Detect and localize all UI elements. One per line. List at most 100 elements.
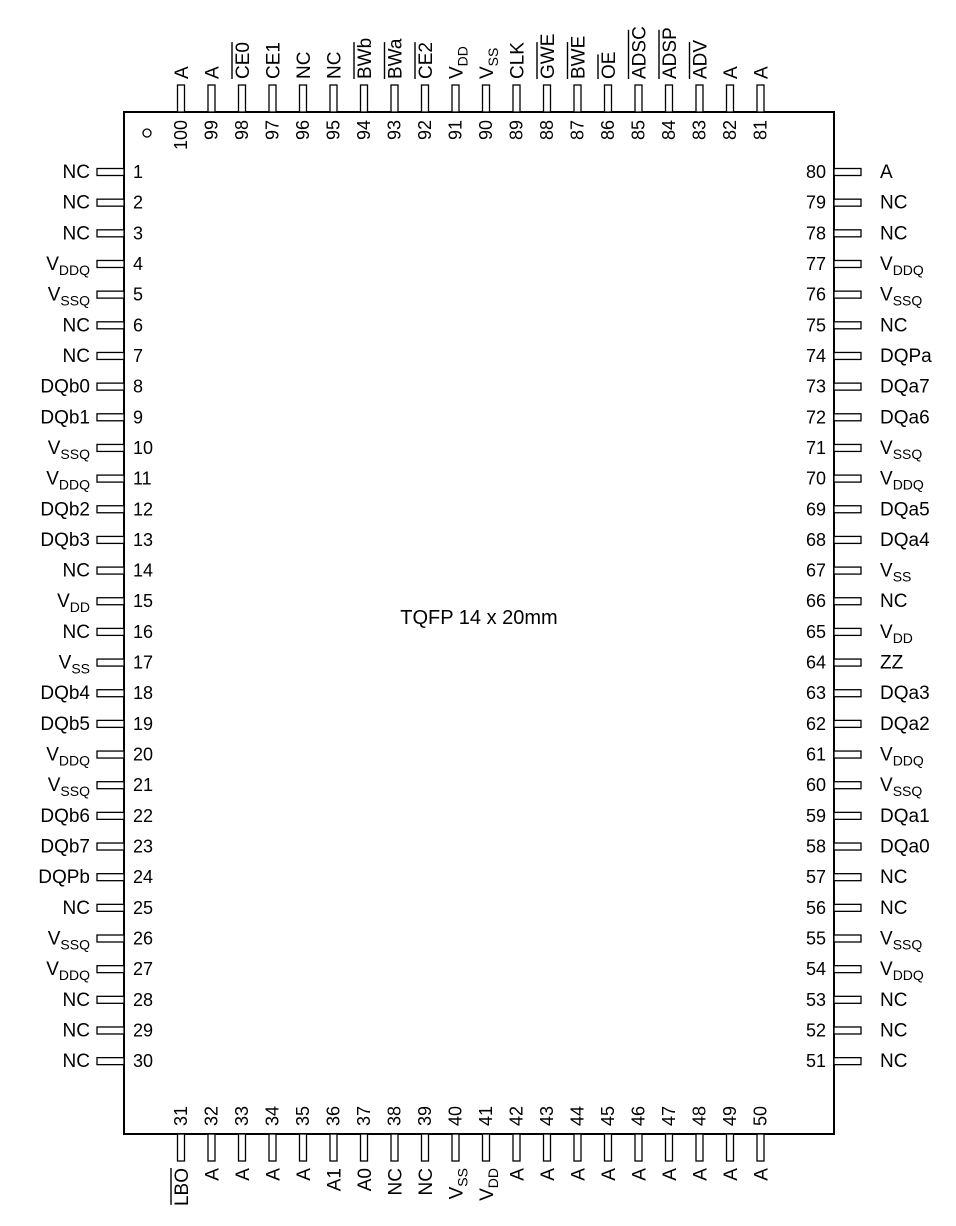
pin-number-100: 100 xyxy=(171,120,191,150)
pin-lead-66 xyxy=(833,597,862,606)
pin-number-12: 12 xyxy=(133,499,153,519)
pin-lead-6 xyxy=(96,321,125,330)
pin-label-92: CE2 xyxy=(416,42,437,79)
pin-lead-4 xyxy=(96,259,125,269)
pin-lead-68 xyxy=(833,535,862,545)
pin-number-63: 63 xyxy=(806,683,826,703)
pin-number-68: 68 xyxy=(806,530,826,550)
pin-lead-51 xyxy=(833,1056,862,1066)
package-body xyxy=(123,111,835,1135)
pin-label-9: DQb1 xyxy=(40,407,90,428)
pin-lead-91 xyxy=(451,84,460,113)
pin-label-93: BWa xyxy=(386,38,407,79)
pin-lead-29 xyxy=(96,1026,125,1035)
pin-lead-82 xyxy=(725,84,735,113)
pin-lead-34 xyxy=(268,1133,277,1162)
pin-lead-15 xyxy=(96,597,125,606)
pin-label-69: DQa5 xyxy=(880,499,930,520)
pin-number-41: 41 xyxy=(476,1106,496,1126)
pin-number-62: 62 xyxy=(806,714,826,734)
pin-lead-12 xyxy=(96,505,125,514)
pin-label-97: CE1 xyxy=(264,42,285,79)
pin-number-31: 31 xyxy=(171,1106,191,1126)
pin-number-13: 13 xyxy=(133,530,153,550)
pin-lead-56 xyxy=(833,903,862,912)
pin-lead-32 xyxy=(207,1133,216,1162)
pin-label-99: A xyxy=(203,66,224,79)
pin-number-73: 73 xyxy=(806,377,826,397)
pin-lead-30 xyxy=(96,1056,125,1066)
pin-label-82: A xyxy=(721,66,742,79)
pin-lead-36 xyxy=(329,1133,338,1162)
pin-lead-43 xyxy=(542,1133,552,1162)
pin-label-47: A xyxy=(660,1168,681,1181)
pin-label-76: VSSQ xyxy=(880,285,922,309)
pin-label-46: A xyxy=(630,1168,651,1181)
pin-lead-54 xyxy=(833,965,862,974)
pin-lead-14 xyxy=(96,566,125,575)
pin-lead-40 xyxy=(451,1133,460,1162)
pin-number-74: 74 xyxy=(806,346,826,366)
pin-number-90: 90 xyxy=(476,120,496,140)
pin-label-7: NC xyxy=(63,346,90,367)
pin-number-30: 30 xyxy=(133,1051,153,1071)
pin-number-78: 78 xyxy=(806,223,826,243)
pin-lead-80 xyxy=(833,167,862,177)
pin-number-88: 88 xyxy=(537,120,557,140)
pin-label-31: LBO xyxy=(172,1168,193,1206)
pin-label-36: A1 xyxy=(325,1168,346,1191)
pin-number-29: 29 xyxy=(133,1020,153,1040)
pin-number-83: 83 xyxy=(690,120,710,140)
pin-label-27: VDDQ xyxy=(46,959,90,983)
pin-label-88: GWE xyxy=(538,34,559,79)
pin-number-61: 61 xyxy=(806,745,826,765)
pin-label-100: A xyxy=(172,66,193,79)
pin-label-14: NC xyxy=(63,561,90,582)
pin-label-90: VSS xyxy=(477,48,501,79)
pin-lead-58 xyxy=(833,842,862,851)
pin-number-60: 60 xyxy=(806,775,826,795)
pin-number-81: 81 xyxy=(751,120,771,140)
pin-number-79: 79 xyxy=(806,193,826,213)
pin-number-95: 95 xyxy=(324,120,344,140)
pin-lead-88 xyxy=(542,84,552,113)
pin-lead-11 xyxy=(96,474,125,483)
pin-lead-13 xyxy=(96,535,125,545)
pin-number-1: 1 xyxy=(133,162,143,182)
pin-label-34: A xyxy=(264,1168,285,1181)
pin-label-21: VSSQ xyxy=(48,775,90,799)
pin-number-67: 67 xyxy=(806,561,826,581)
pin-lead-93 xyxy=(390,84,399,113)
pin-lead-100 xyxy=(176,84,186,113)
pin-lead-83 xyxy=(695,84,704,113)
pin-number-84: 84 xyxy=(659,120,679,140)
pin-lead-1 xyxy=(96,167,125,177)
pin-lead-60 xyxy=(833,781,862,790)
pin-label-22: DQb6 xyxy=(40,806,90,827)
pin-label-10: VSSQ xyxy=(48,438,90,462)
pin-number-47: 47 xyxy=(659,1106,679,1126)
pin-lead-19 xyxy=(96,719,125,729)
pin-lead-69 xyxy=(833,505,862,514)
pin-label-98: CE0 xyxy=(233,42,254,79)
pin-number-49: 49 xyxy=(720,1106,740,1126)
pin-label-55: VSSQ xyxy=(880,929,922,953)
pin-number-45: 45 xyxy=(598,1106,618,1126)
pin-label-23: DQb7 xyxy=(40,837,90,858)
pin-label-37: A0 xyxy=(355,1168,376,1191)
pin-number-36: 36 xyxy=(324,1106,344,1126)
pin-lead-39 xyxy=(420,1133,430,1162)
pin-lead-23 xyxy=(96,842,125,851)
pin-lead-64 xyxy=(833,658,862,667)
pin-number-5: 5 xyxy=(133,285,143,305)
pin-number-50: 50 xyxy=(751,1106,771,1126)
pin-label-89: CLK xyxy=(508,42,529,79)
pin-label-40: VSS xyxy=(447,1168,471,1199)
pin-lead-85 xyxy=(634,84,643,113)
pin-lead-31 xyxy=(176,1133,186,1162)
pin-lead-8 xyxy=(96,382,125,391)
pin-number-55: 55 xyxy=(806,929,826,949)
pin-label-63: DQa3 xyxy=(880,683,930,704)
pin-lead-42 xyxy=(512,1133,521,1162)
pin-label-30: NC xyxy=(63,1051,90,1072)
